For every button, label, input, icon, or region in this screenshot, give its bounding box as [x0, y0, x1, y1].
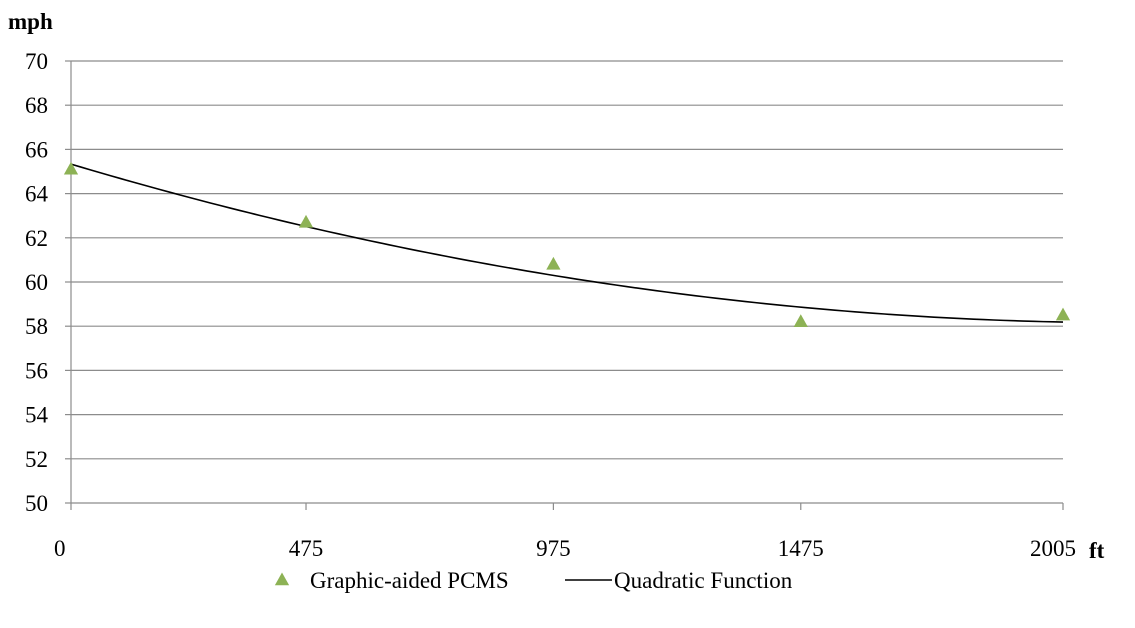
y-tick-label-64: 64 [25, 182, 49, 207]
y-tick-label-52: 52 [25, 447, 48, 472]
quadratic-function-line [70, 163, 1064, 323]
gridlines [65, 60, 1064, 510]
y-tick-label-56: 56 [25, 358, 48, 383]
x-tick-label-475: 475 [289, 536, 324, 561]
y-tick-label-70: 70 [25, 49, 48, 74]
y-tick-label-50: 50 [25, 491, 48, 516]
y-tick-label-62: 62 [25, 226, 48, 251]
data-point-975 [546, 256, 561, 270]
y-tick-label-54: 54 [25, 403, 49, 428]
legend: Graphic-aided PCMS Quadratic Function [274, 568, 793, 593]
y-unit-label: mph [8, 9, 53, 34]
data-point-2005 [1055, 307, 1071, 321]
x-tick-label-975: 975 [536, 536, 571, 561]
y-tick-label-58: 58 [25, 314, 48, 339]
legend-marker-graphic-aided-pcms [274, 572, 290, 586]
y-tick-label-66: 66 [25, 137, 48, 162]
y-tick-label-68: 68 [25, 93, 48, 118]
x-tick-label-2005: 2005 [1030, 536, 1076, 561]
x-tick-label-1475: 1475 [778, 536, 824, 561]
graphic-aided-pcms-markers [63, 161, 1071, 328]
y-tick-label-60: 60 [25, 270, 48, 295]
data-point-0 [63, 161, 79, 175]
legend-label-quadratic-function: Quadratic Function [614, 568, 793, 593]
x-axis-tick-labels: 0 475 975 1475 2005 [54, 536, 1076, 561]
data-point-475 [298, 214, 314, 228]
legend-label-graphic-aided-pcms: Graphic-aided PCMS [310, 568, 509, 593]
x-unit-label: ft [1089, 538, 1105, 563]
y-axis-tick-labels: 50 52 54 56 58 60 62 64 66 68 70 [25, 49, 49, 516]
x-tick-label-0: 0 [54, 536, 66, 561]
data-point-1475 [793, 314, 808, 328]
